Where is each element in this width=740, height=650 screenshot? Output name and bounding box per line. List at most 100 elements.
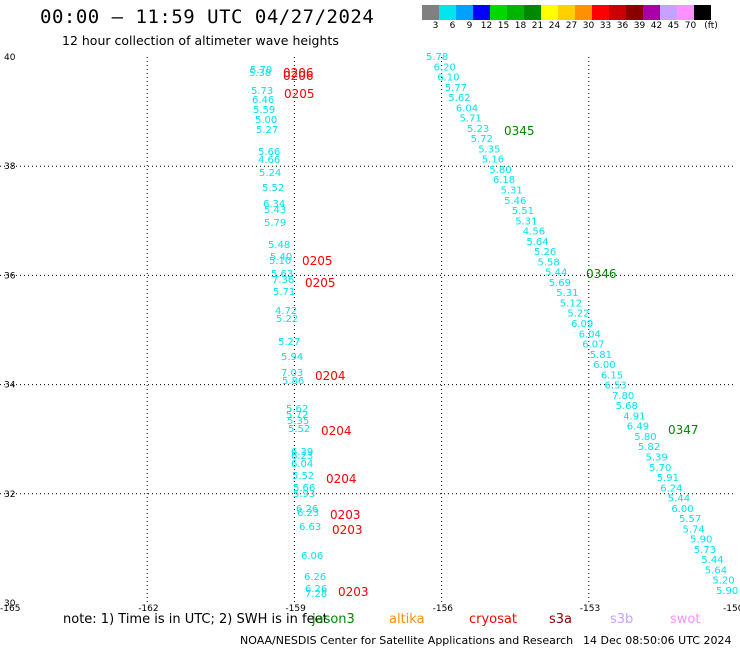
legend-swatch-24 (541, 5, 558, 20)
legend-label: 33 (599, 21, 612, 31)
legend-swatch-6 (439, 5, 456, 20)
wave-height-label: 6.23 (291, 451, 313, 462)
wave-height-label: 5.73 (251, 86, 273, 97)
legend-label: 3 (432, 21, 439, 31)
wave-height-label: 5.57 (679, 514, 701, 525)
wave-height-label: 7.03 (281, 368, 303, 379)
wave-height-label: 6.04 (456, 103, 478, 114)
wave-height-label: 5.46 (504, 196, 526, 207)
wave-height-label: 5.70 (649, 463, 671, 474)
page-subtitle: 12 hour collection of altimeter wave hei… (62, 33, 339, 48)
wave-height-label: 5.52 (262, 183, 284, 194)
wave-height-label: 6.23 (297, 508, 319, 519)
wave-height-label: 5.90 (716, 586, 738, 597)
wave-height-label: 5.82 (638, 442, 660, 453)
legend-sat-swot: swot (670, 612, 701, 627)
legend-swatch-39 (626, 5, 643, 20)
wave-height-label: 5.44 (701, 555, 723, 566)
wave-height-label: 4.72 (275, 306, 297, 317)
wave-height-label: 5.40 (270, 252, 292, 263)
legend-swatch-70 (677, 5, 694, 20)
wave-height-label: 5.64 (705, 566, 727, 577)
wave-height-label: 5.73 (694, 545, 716, 556)
pass-time-label: 0346 (586, 267, 617, 281)
generated-timestamp: 14 Dec 08:50:06 UTC 2024 (583, 634, 732, 647)
legend-sat-altika: altika (389, 612, 425, 627)
map-tick-labels: 40 38 36 34 32 30-165 -162 -159 -156 -153 -150 (0, 53, 740, 614)
wave-height-label: 5.63 (271, 269, 293, 280)
wave-height-label: 5.66 (293, 483, 315, 494)
wave-height-label: 5.27 (278, 337, 300, 348)
wave-height-label: 5.38 (249, 68, 271, 79)
wave-height-label: 5.74 (683, 524, 705, 535)
legend-label: 9 (466, 21, 473, 31)
legend-swatch-33 (592, 5, 609, 20)
pass-time-label: 0203 (338, 585, 369, 599)
lat-tick-label: 40 (4, 53, 16, 63)
wave-height-label: 5.26 (534, 247, 556, 258)
pass-time-label: 0345 (504, 124, 535, 138)
wave-height-label: 5.31 (501, 186, 523, 197)
wave-height-label: 4.66 (258, 155, 280, 166)
wave-height-label: 6.00 (593, 360, 615, 371)
lon-tick-label: -165 (0, 604, 20, 614)
wave-height-label: 5.48 (268, 240, 290, 251)
wave-height-label: 6.06 (301, 551, 323, 562)
lat-tick-label: 36 (4, 271, 16, 281)
wave-height-label: 5.91 (657, 473, 679, 484)
wave-height-label: 5.20 (712, 576, 734, 587)
pass-time-label: 0203 (330, 508, 361, 522)
wave-height-label: 5.22 (567, 309, 589, 320)
legend-label: 42 (650, 21, 663, 31)
wave-height-label: 5.12 (560, 299, 582, 310)
wave-height-label: 5.35 (287, 416, 309, 427)
wave-height-label: 5.78 (426, 52, 448, 63)
legend-swatch-15 (490, 5, 507, 20)
legend-label: 70 (684, 21, 697, 31)
wave-height-label: 5.81 (590, 350, 612, 361)
legend-swatch-max (694, 5, 711, 20)
wave-height-label: 5.72 (471, 134, 493, 145)
legend-swatch-36 (609, 5, 626, 20)
wave-height-label: 5.86 (282, 376, 304, 387)
wave-height-label: 7.80 (612, 391, 634, 402)
legend-sat-jason3: jason3 (312, 612, 355, 627)
east-altimeter-track: 5.786.206.105.775.626.045.715.235.725.35… (426, 52, 738, 597)
lat-tick-label: 32 (4, 490, 15, 500)
wave-height-label: 4.56 (523, 227, 545, 238)
wave-height-label: 5.62 (448, 93, 470, 104)
wave-height-label: 7.28 (305, 589, 327, 600)
legend-label: 21 (531, 21, 544, 31)
wave-height-label: 5.16 (482, 155, 504, 166)
legend-swatch-21 (524, 5, 541, 20)
pass-time-label: 0203 (332, 523, 363, 537)
wave-height-label: 6.39 (291, 447, 313, 458)
wave-height-label: 6.63 (299, 522, 321, 533)
legend-label: 39 (633, 21, 646, 31)
west-altimeter-track: 5.705.385.736.465.595.005.275.664.665.24… (249, 65, 369, 600)
legend-label: 27 (565, 21, 578, 31)
wave-height-label: 5.94 (281, 352, 303, 363)
pass-time-label: 0347 (668, 423, 699, 437)
wave-height-label: 5.00 (255, 115, 277, 126)
pass-time-label: 0204 (315, 369, 346, 383)
wave-height-label: 5.62 (286, 404, 308, 415)
lat-tick-label: 38 (4, 162, 16, 172)
wave-height-label: 5.52 (292, 471, 314, 482)
wave-height-label: 6.53 (605, 381, 627, 392)
wave-height-label: 5.93 (293, 489, 315, 500)
wave-height-label: 6.00 (671, 504, 693, 515)
wave-height-label: 6.26 (296, 504, 318, 515)
lon-tick-label: -156 (433, 604, 454, 614)
wave-height-label: 6.46 (252, 95, 274, 106)
wave-height-label: 6.07 (582, 340, 604, 351)
wave-height-label: 5.24 (259, 168, 281, 179)
wave-height-label: 5.22 (276, 314, 298, 325)
legend-swatch-3 (422, 5, 439, 20)
legend-label: 36 (616, 21, 629, 31)
wave-height-label: 5.66 (258, 147, 280, 158)
wave-height-label: 6.20 (434, 62, 456, 73)
wave-height-label: 6.49 (627, 422, 649, 433)
pass-time-label: 0205 (302, 254, 333, 268)
